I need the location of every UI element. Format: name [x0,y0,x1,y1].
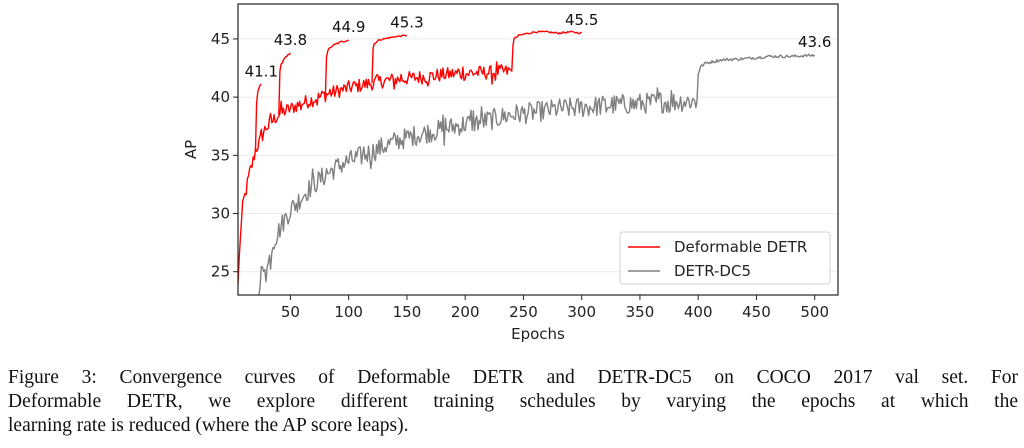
y-axis-label: AP [182,140,200,159]
annotation-label: 41.1 [245,62,278,80]
x-tick-label: 350 [626,303,655,321]
y-tick-label: 35 [211,146,230,164]
series-line-deformable-detr-5 [512,31,582,71]
y-axis-ticks: 25 30 35 40 45 [211,30,238,281]
legend-label-detr-dc5: DETR-DC5 [674,262,751,280]
x-tick-label: 450 [742,303,771,321]
caption-line-2: Deformable DETR, we explore different tr… [8,390,1018,414]
x-tick-label: 150 [393,303,422,321]
annotation-label: 45.3 [390,13,423,31]
annotation-label: 44.9 [332,18,365,36]
annotation-label: 45.5 [565,11,598,29]
convergence-chart: 50 100 150 200 250 300 350 400 450 500 25 30 35 40 45… [0,0,1024,360]
caption-line-1: Figure 3: Convergence curves of Deformab… [8,366,1018,390]
y-tick-label: 25 [211,263,230,281]
figure-caption: Figure 3: Convergence curves of Deformab… [8,366,1018,438]
x-tick-label: 500 [800,303,829,321]
legend: Deformable DETR DETR-DC5 [620,232,830,284]
x-tick-label: 250 [509,303,538,321]
y-tick-label: 45 [211,30,230,48]
caption-line-3: learning rate is reduced (where the AP s… [8,414,1018,438]
legend-label-deformable-detr: Deformable DETR [674,238,807,256]
x-tick-label: 300 [567,303,596,321]
x-tick-label: 100 [334,303,363,321]
series-line-detr-dc5-7 [697,54,815,100]
y-tick-label: 30 [211,205,230,223]
annotation-label: 43.6 [798,33,831,51]
x-axis-label: Epochs [511,325,565,343]
x-axis-ticks: 50 100 150 200 250 300 350 400 450 500 [281,295,829,321]
y-tick-label: 40 [211,88,230,106]
x-tick-label: 200 [451,303,480,321]
annotation-label: 43.8 [274,31,307,49]
x-tick-label: 400 [684,303,713,321]
x-tick-label: 50 [281,303,300,321]
